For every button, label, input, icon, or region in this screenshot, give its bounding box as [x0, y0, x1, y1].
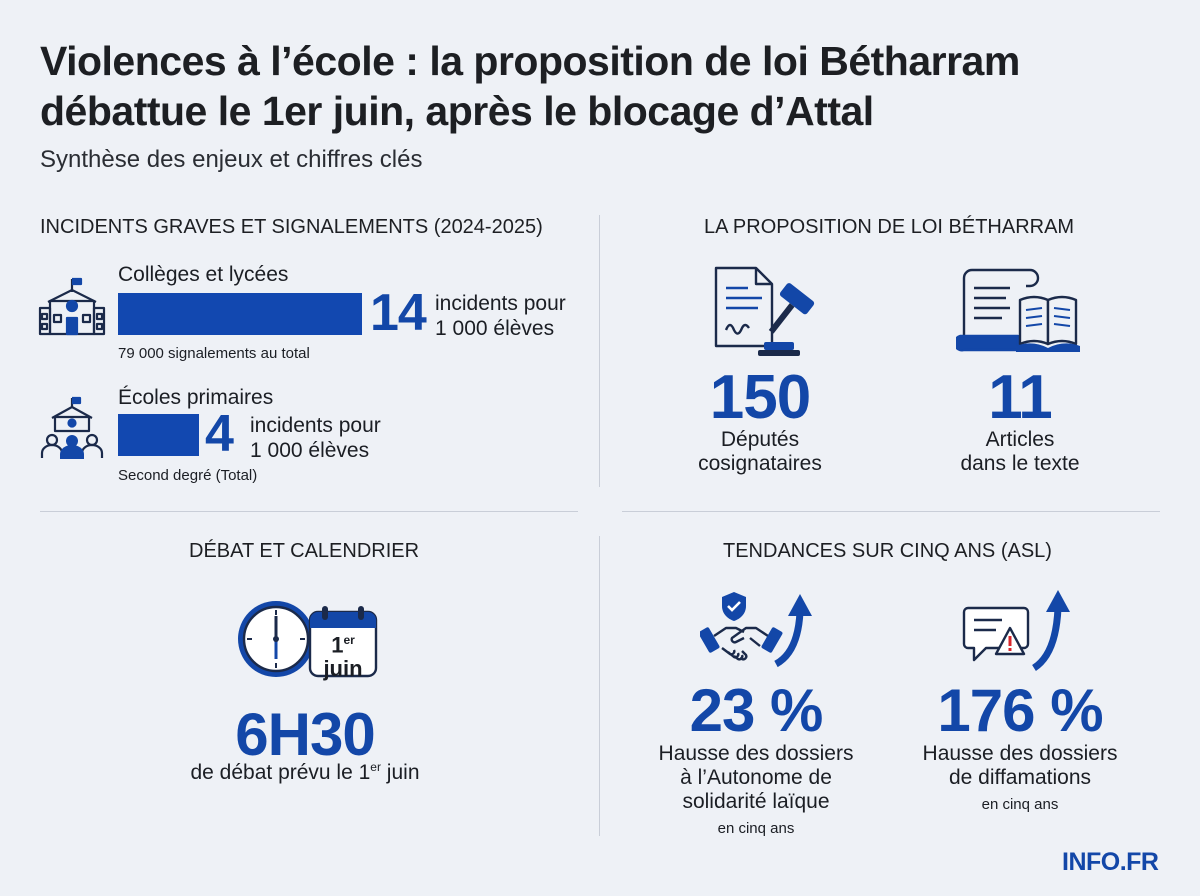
calendar-date: 1er juin	[306, 628, 380, 681]
diffamation-caption: Hausse des dossiers de diffamations	[900, 742, 1140, 790]
primaires-note: Second degré (Total)	[118, 467, 258, 484]
debat-heading: DÉBAT ET CALENDRIER	[189, 540, 420, 562]
calendar-icon	[308, 606, 378, 678]
page-title: Violences à l’école : la proposition de …	[40, 36, 1160, 136]
colleges-unit: incidents pour 1 000 élèves	[435, 291, 566, 341]
colleges-unit-line1: incidents pour	[435, 292, 566, 315]
primaires-label: Écoles primaires	[118, 386, 274, 409]
primaires-value: 4	[205, 405, 234, 463]
articles-value: 11	[988, 363, 1053, 432]
calendar-day: 1er	[331, 632, 355, 658]
diffamation-caption-line2: de diffamations	[948, 766, 1092, 789]
diffamation-value: 176 %	[937, 677, 1103, 744]
deputes-caption: Députés cosignataires	[660, 428, 860, 476]
incidents-heading: INCIDENTS GRAVES ET SIGNALEMENTS (2024-2…	[40, 216, 543, 238]
primary-school-icon	[40, 396, 104, 459]
document-gavel-icon	[714, 266, 815, 356]
primaires-unit: incidents pour 1 000 élèves	[250, 413, 381, 463]
divider-vertical-bottom	[599, 536, 600, 836]
asl-caption-line2: à l’Autonome de	[680, 766, 832, 789]
diffamation-note: en cinq ans	[981, 796, 1059, 813]
deputes-caption-line2: cosignataires	[698, 452, 822, 475]
asl-caption-line1: Hausse des dossiers	[658, 742, 854, 765]
divider-horizontal-left	[40, 511, 578, 512]
primaires-unit-line2: 1 000 élèves	[250, 439, 370, 462]
colleges-value: 14	[370, 284, 427, 342]
articles-caption-line1: Articles	[985, 428, 1055, 451]
speech-warning-arrow-icon	[962, 590, 1070, 671]
scroll-book-icon	[956, 268, 1080, 352]
calendar-month: juin	[323, 656, 363, 682]
asl-note: en cinq ans	[717, 820, 795, 837]
title-line-1: Violences à l’école : la proposition de …	[40, 38, 1020, 84]
colleges-label: Collèges et lycées	[118, 263, 289, 286]
brand-logo: INFO.FR	[1062, 848, 1159, 876]
loi-heading: LA PROPOSITION DE LOI BÉTHARRAM	[704, 216, 1075, 238]
articles-caption-line2: dans le texte	[960, 452, 1080, 475]
primaires-bar	[118, 414, 199, 456]
divider-horizontal-right	[622, 511, 1160, 512]
page-subtitle: Synthèse des enjeux et chiffres clés	[40, 146, 423, 173]
asl-value: 23 %	[689, 677, 824, 744]
school-building-icon	[38, 277, 106, 336]
primaires-unit-line1: incidents pour	[250, 414, 381, 437]
colleges-unit-line2: 1 000 élèves	[435, 317, 555, 340]
colleges-bar	[118, 293, 362, 335]
tendances-heading: TENDANCES SUR CINQ ANS (ASL)	[723, 540, 1052, 562]
debat-caption: de débat prévu le 1er juin	[190, 760, 420, 784]
deputes-caption-line1: Députés	[720, 428, 800, 451]
diffamation-caption-line1: Hausse des dossiers	[922, 742, 1118, 765]
deputes-value: 150	[709, 363, 811, 432]
asl-caption: Hausse des dossiers à l’Autonome de soli…	[636, 742, 876, 814]
clock-icon	[238, 601, 314, 677]
divider-vertical-top	[599, 215, 600, 487]
colleges-note: 79 000 signalements au total	[118, 345, 310, 362]
asl-caption-line3: solidarité laïque	[682, 790, 830, 813]
debat-duration: 6H30	[235, 701, 375, 768]
handshake-shield-arrow-icon	[700, 592, 812, 668]
title-line-2: débattue le 1er juin, après le blocage d…	[40, 88, 874, 134]
articles-caption: Articles dans le texte	[920, 428, 1120, 476]
